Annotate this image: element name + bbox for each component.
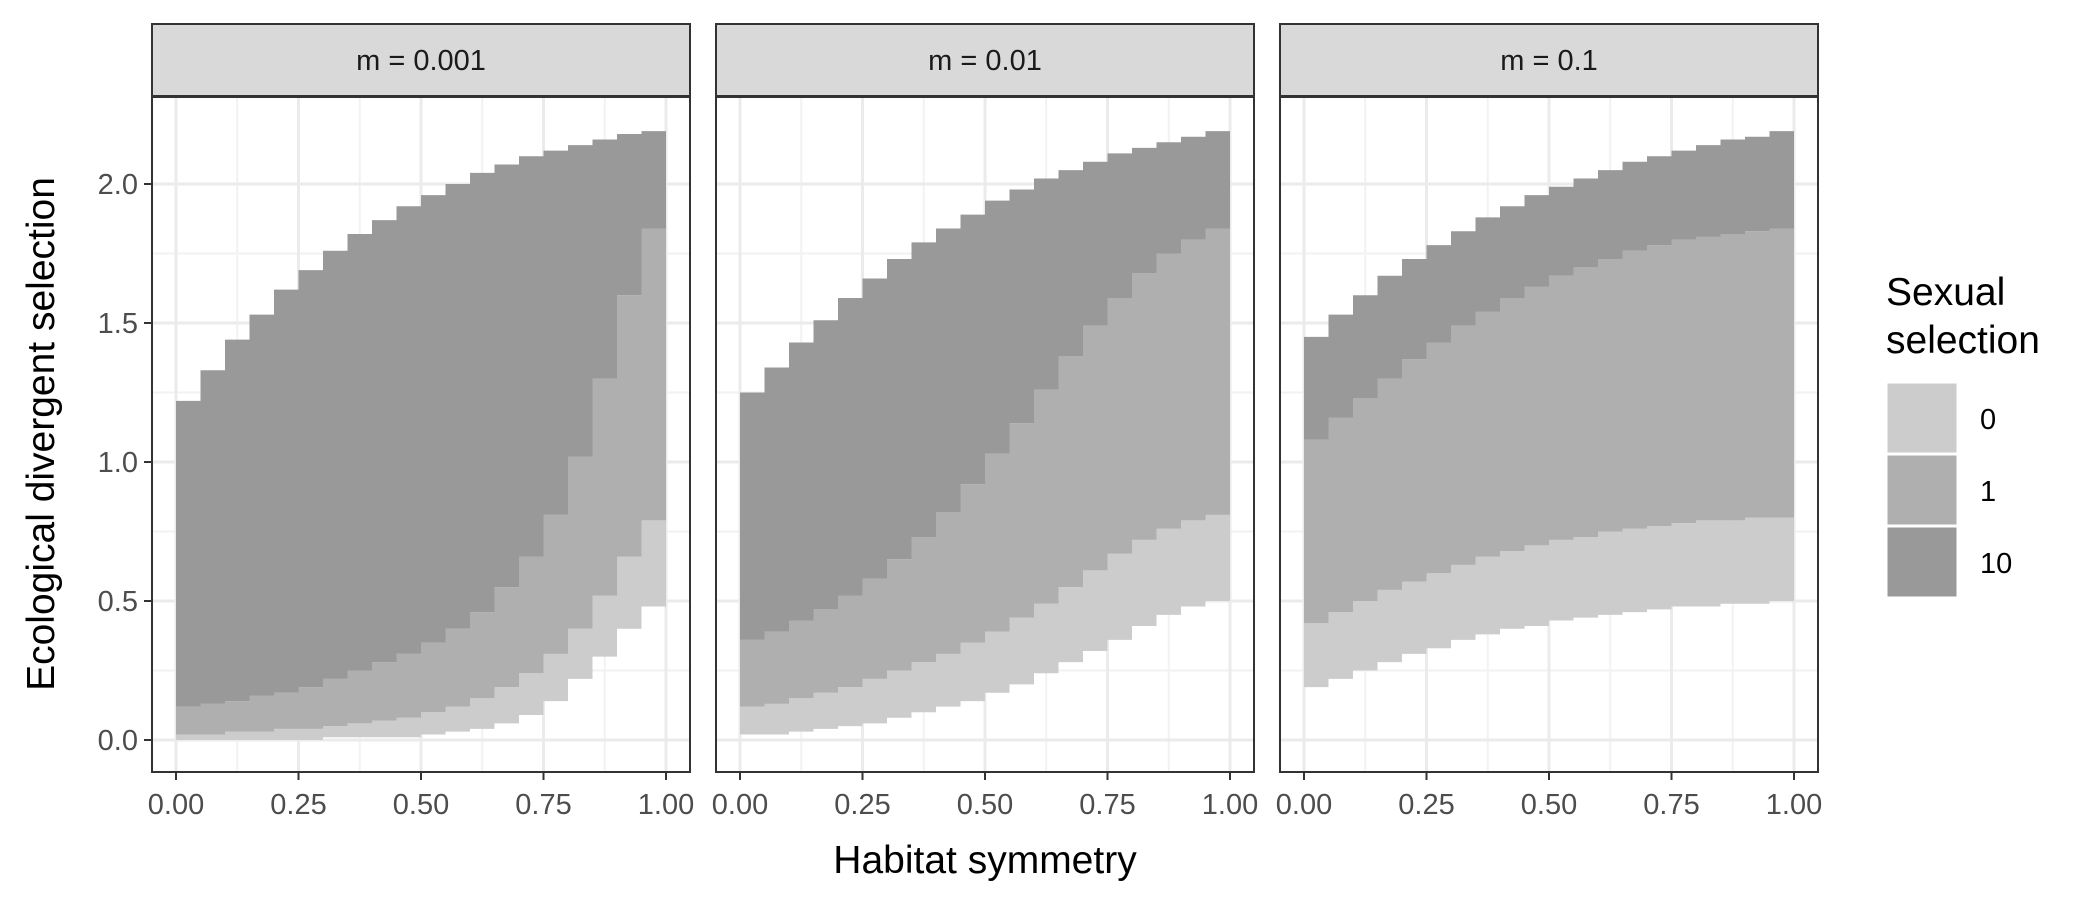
x-axis-title: Habitat symmetry — [833, 839, 1137, 882]
x-tick-label: 0.75 — [1643, 789, 1699, 821]
x-tick-label: 0.50 — [1521, 789, 1577, 821]
band-area-0 — [176, 514, 666, 740]
x-tick-label: 0.00 — [712, 789, 768, 821]
facet-panel: m = 0.001 0.00 0.25 0.50 0.75 1.00 0.0 0.5 1.0 1.… — [98, 23, 694, 821]
legend-label: 10 — [1980, 548, 2012, 580]
y-tick-label: 2.0 — [98, 169, 138, 201]
y-tick-label: 1.0 — [98, 447, 138, 479]
legend-label: 0 — [1980, 404, 1996, 436]
legend: Sexual selection 0 1 10 — [1886, 271, 2040, 598]
band-area-0 — [1304, 514, 1794, 688]
y-tick-label: 0.5 — [98, 586, 138, 618]
facet-panel: m = 0.1 0.00 0.25 0.50 0.75 1.00 — [1276, 23, 1822, 821]
x-tick-label: 0.75 — [1079, 789, 1135, 821]
facet-strip — [151, 23, 691, 97]
x-tick-label: 0.25 — [1398, 789, 1454, 821]
legend-key-1 — [1886, 454, 1958, 526]
band-area-10 — [740, 128, 1230, 640]
facet-strip-label: m = 0.001 — [356, 45, 486, 77]
band-area-10 — [1304, 128, 1794, 440]
facet-strip — [715, 23, 1255, 97]
legend-key-0 — [1886, 382, 1958, 454]
band-area-10 — [176, 128, 666, 707]
band-area-1 — [1304, 225, 1794, 624]
x-tick-label: 1.00 — [1766, 789, 1822, 821]
x-tick-label: 0.25 — [834, 789, 890, 821]
legend-title: selection — [1886, 319, 2040, 362]
band-area-1 — [176, 222, 666, 735]
facet-panel: m = 0.01 0.00 0.25 0.50 0.75 1.00 — [712, 23, 1258, 821]
facet-strip-label: m = 0.1 — [1500, 45, 1598, 77]
x-tick-label: 0.00 — [148, 789, 204, 821]
x-tick-label: 0.50 — [957, 789, 1013, 821]
x-tick-label: 0.75 — [515, 789, 571, 821]
facet-strip-label: m = 0.01 — [928, 45, 1042, 77]
legend-title: Sexual — [1886, 271, 2005, 314]
x-tick-label: 1.00 — [1202, 789, 1258, 821]
x-tick-label: 0.50 — [393, 789, 449, 821]
y-axis-title: Ecological divergent selection — [20, 177, 63, 691]
facet-strip — [1279, 23, 1819, 97]
y-tick-label: 1.5 — [98, 308, 138, 340]
x-tick-label: 1.00 — [638, 789, 694, 821]
y-tick-label: 0.0 — [98, 725, 138, 757]
x-tick-label: 0.00 — [1276, 789, 1332, 821]
x-tick-label: 0.25 — [270, 789, 326, 821]
legend-label: 1 — [1980, 476, 1996, 508]
legend-key-10 — [1886, 526, 1958, 598]
